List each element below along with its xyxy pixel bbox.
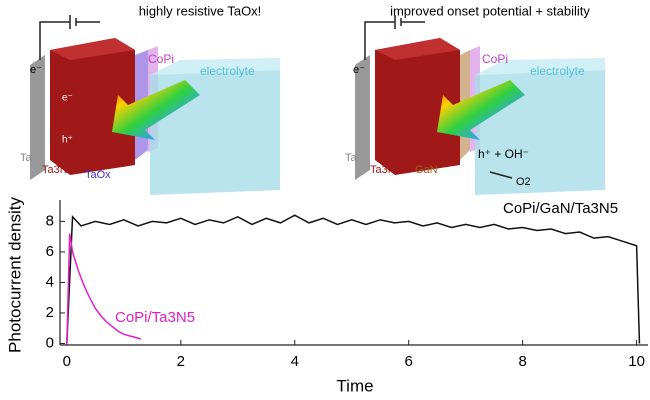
block-top bbox=[50, 38, 135, 60]
label: Ta3N5 bbox=[370, 164, 402, 176]
x-tick-label: 2 bbox=[177, 353, 185, 370]
label: h⁺ bbox=[62, 135, 73, 146]
label: GaN bbox=[415, 164, 438, 176]
label: Ta3N5 bbox=[42, 164, 74, 176]
label: e⁻ bbox=[353, 64, 365, 76]
y-tick-label: 0 bbox=[46, 334, 54, 351]
series-line bbox=[66, 214, 641, 344]
label: electrolyte bbox=[530, 64, 585, 78]
label: e⁻ bbox=[62, 93, 73, 104]
ta3n5-block bbox=[50, 38, 135, 175]
label: CoPi bbox=[148, 52, 174, 66]
light-arrow bbox=[112, 80, 200, 140]
x-tick-label: 10 bbox=[628, 353, 645, 370]
label: electrolyte bbox=[200, 64, 255, 78]
schematic-right: improved onset potential + stability e⁻ … bbox=[345, 3, 605, 195]
series-label: CoPi/Ta3N5 bbox=[115, 309, 195, 326]
x-tick-label: 6 bbox=[405, 353, 413, 370]
x-tick-label: 0 bbox=[63, 353, 71, 370]
circuit-wire bbox=[364, 15, 425, 60]
schematic-title: highly resistive TaOx! bbox=[139, 3, 262, 18]
label: e⁻ bbox=[30, 64, 42, 76]
block-top bbox=[375, 38, 460, 60]
circuit-wire bbox=[39, 15, 100, 60]
y-tick-label: 6 bbox=[46, 243, 54, 260]
label: Ta bbox=[345, 152, 358, 164]
electrolyte-top bbox=[150, 58, 280, 75]
ta3n5-block bbox=[375, 38, 460, 175]
y-tick-label: 2 bbox=[46, 304, 54, 321]
label: O2 bbox=[516, 176, 531, 188]
schematic-title: improved onset potential + stability bbox=[390, 3, 590, 18]
ta-plate bbox=[355, 55, 370, 180]
light-arrow bbox=[437, 80, 525, 140]
x-axis-label: Time bbox=[336, 376, 373, 395]
reaction-arrow bbox=[489, 171, 513, 179]
label: h⁺ + OH⁻ bbox=[478, 147, 529, 161]
series-label: CoPi/GaN/Ta3N5 bbox=[503, 200, 618, 217]
schematic-left: highly resistive TaOx! e⁻ CoPi electroly… bbox=[20, 3, 280, 195]
label: Ta bbox=[20, 152, 33, 164]
x-tick-label: 8 bbox=[518, 353, 526, 370]
ta-plate bbox=[30, 55, 45, 180]
electrolyte-top bbox=[475, 58, 605, 75]
label: TaOx bbox=[85, 169, 111, 181]
x-tick-label: 4 bbox=[291, 353, 299, 370]
label: CoPi bbox=[482, 52, 508, 66]
chart: Time Photocurrent density CoPi/GaN/Ta3N5… bbox=[5, 197, 648, 395]
y-tick-label: 4 bbox=[46, 273, 54, 290]
y-axis-label: Photocurrent density bbox=[5, 197, 24, 353]
series-line bbox=[66, 233, 142, 344]
y-tick-label: 8 bbox=[46, 212, 54, 229]
